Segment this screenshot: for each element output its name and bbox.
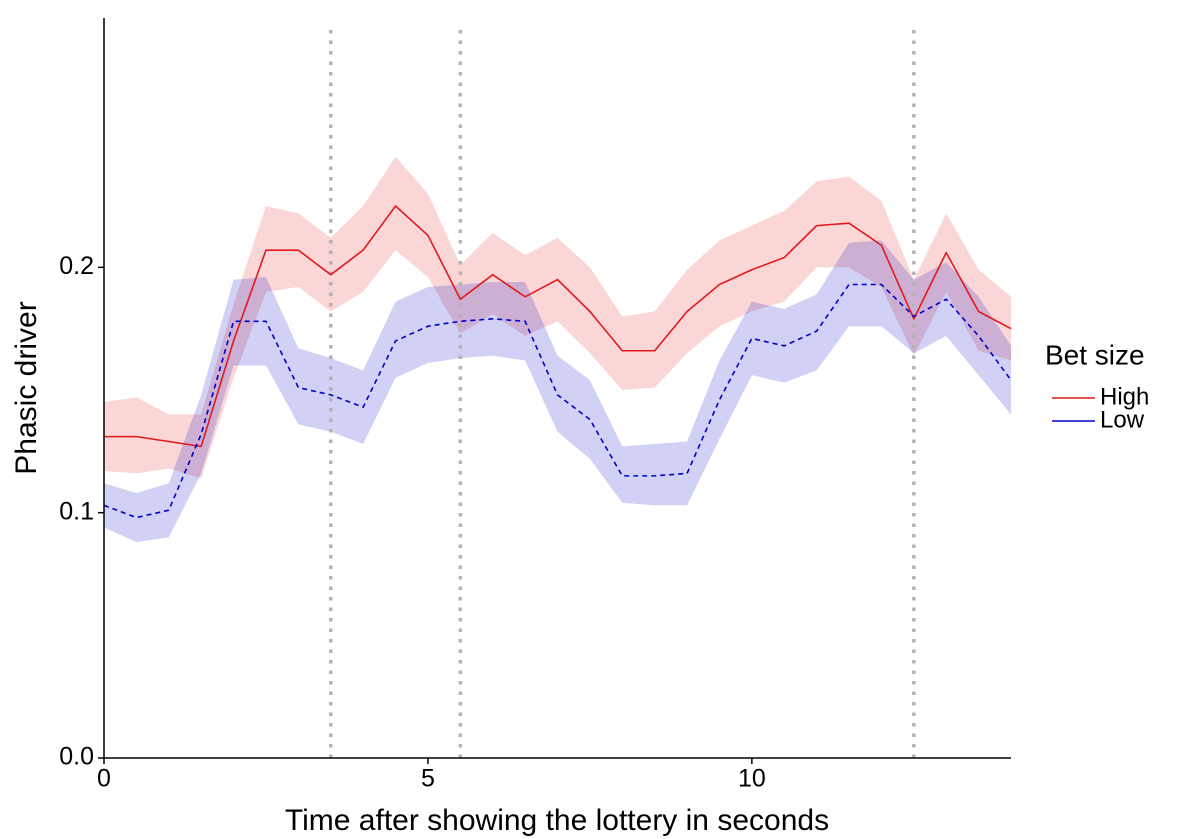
series-line [104, 205, 1012, 448]
legend-label: High [1100, 383, 1149, 410]
y-tick-label: 0.0 [59, 743, 94, 771]
y-axis-label: Phasic driver [10, 301, 43, 474]
x-tick-label: 0 [97, 765, 111, 793]
y-tick-label: 0.1 [59, 497, 94, 525]
confidence-band [104, 156, 1011, 479]
y-tick-label: 0.2 [59, 252, 94, 280]
legend-label: Low [1100, 406, 1145, 433]
x-axis-label: Time after showing the lottery in second… [285, 804, 829, 837]
series-line [103, 283, 1012, 519]
legend-title: Bet size [1045, 339, 1145, 370]
x-tick-label: 10 [738, 765, 766, 793]
confidence-band [104, 240, 1011, 543]
x-tick-label: 5 [421, 765, 435, 793]
